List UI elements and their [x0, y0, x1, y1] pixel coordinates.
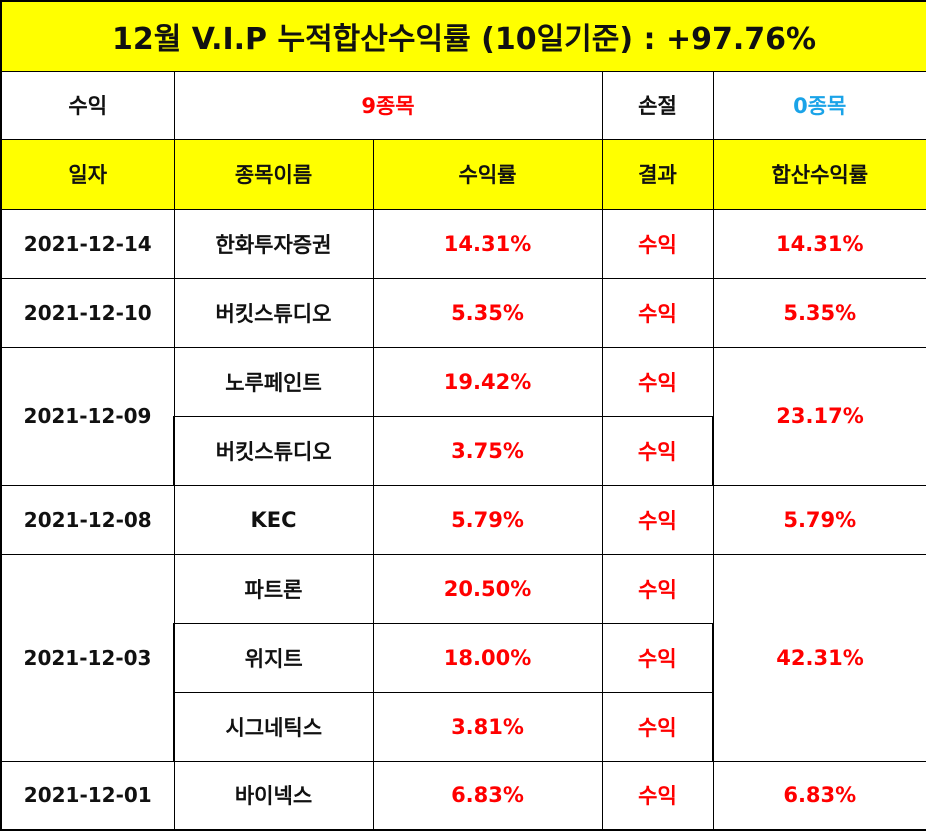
- stock-cell: 버킷스튜디오: [173, 277, 374, 348]
- stock-cell: 바이넥스: [173, 760, 374, 831]
- rate-cell: 6.83%: [372, 760, 603, 831]
- header-result: 결과: [601, 138, 714, 210]
- page-title: 12월 V.I.P 누적합산수익률 (10일기준) : +97.76%: [0, 0, 926, 72]
- rate-cell: 14.31%: [372, 208, 603, 279]
- result-cell: 수익: [601, 553, 714, 624]
- total-cell: 14.31%: [712, 208, 926, 279]
- result-cell: 수익: [601, 277, 714, 348]
- date-cell: 2021-12-08: [0, 484, 175, 555]
- result-cell: 수익: [601, 691, 714, 762]
- date-cell: 2021-12-10: [0, 277, 175, 348]
- header-rate: 수익률: [372, 138, 603, 210]
- rate-cell: 5.79%: [372, 484, 603, 555]
- total-cell: 6.83%: [712, 760, 926, 831]
- table-row: 2021-12-10 버킷스튜디오 5.35% 수익 5.35%: [0, 277, 926, 348]
- result-cell: 수익: [601, 760, 714, 831]
- header-stock: 종목이름: [173, 138, 374, 210]
- rate-cell: 5.35%: [372, 277, 603, 348]
- stock-cell: 버킷스튜디오: [173, 415, 374, 486]
- table-row: 2021-12-08 KEC 5.79% 수익 5.79%: [0, 484, 926, 555]
- date-cell: 2021-12-14: [0, 208, 175, 279]
- total-cell: 23.17%: [712, 346, 926, 486]
- summary-row: 수익 9종목 손절 0종목: [0, 70, 926, 140]
- date-cell: 2021-12-03: [0, 553, 175, 762]
- total-cell: 5.79%: [712, 484, 926, 555]
- stock-cell: KEC: [173, 484, 374, 555]
- table-row: 2021-12-01 바이넥스 6.83% 수익 6.83%: [0, 760, 926, 831]
- stock-cell: 노루페인트: [173, 346, 374, 417]
- total-cell: 42.31%: [712, 553, 926, 762]
- result-cell: 수익: [601, 346, 714, 417]
- rate-cell: 20.50%: [372, 553, 603, 624]
- loss-count-label: 손절: [601, 70, 714, 140]
- table-row: 시그네틱스 3.81% 수익: [1, 691, 926, 762]
- result-cell: 수익: [601, 622, 714, 693]
- stock-cell: 파트론: [173, 553, 374, 624]
- rate-cell: 3.81%: [372, 691, 603, 762]
- header-row: 일자 종목이름 수익률 결과 합산수익률: [0, 138, 926, 210]
- header-date: 일자: [0, 138, 175, 210]
- table-row: 버킷스튜디오 3.75% 수익: [1, 415, 926, 486]
- result-cell: 수익: [601, 208, 714, 279]
- stock-cell: 시그네틱스: [173, 691, 374, 762]
- table-row: 2021-12-14 한화투자증권 14.31% 수익 14.31%: [0, 208, 926, 279]
- total-cell: 5.35%: [712, 277, 926, 348]
- result-cell: 수익: [601, 484, 714, 555]
- date-cell: 2021-12-09: [0, 346, 175, 486]
- table-row: 2021-12-09 노루페인트 19.42% 수익 23.17%: [0, 346, 926, 486]
- rate-cell: 18.00%: [372, 622, 603, 693]
- stock-cell: 위지트: [173, 622, 374, 693]
- stock-cell: 한화투자증권: [173, 208, 374, 279]
- date-cell: 2021-12-01: [0, 760, 175, 831]
- header-total: 합산수익률: [712, 138, 926, 210]
- rate-cell: 3.75%: [372, 415, 603, 486]
- profit-count-label: 수익: [0, 70, 175, 140]
- loss-count-value: 0종목: [712, 70, 926, 140]
- table-row: 2021-12-03 파트론 20.50% 수익 42.31%: [0, 553, 926, 762]
- rate-cell: 19.42%: [372, 346, 603, 417]
- result-cell: 수익: [601, 415, 714, 486]
- profit-count-value: 9종목: [173, 70, 603, 140]
